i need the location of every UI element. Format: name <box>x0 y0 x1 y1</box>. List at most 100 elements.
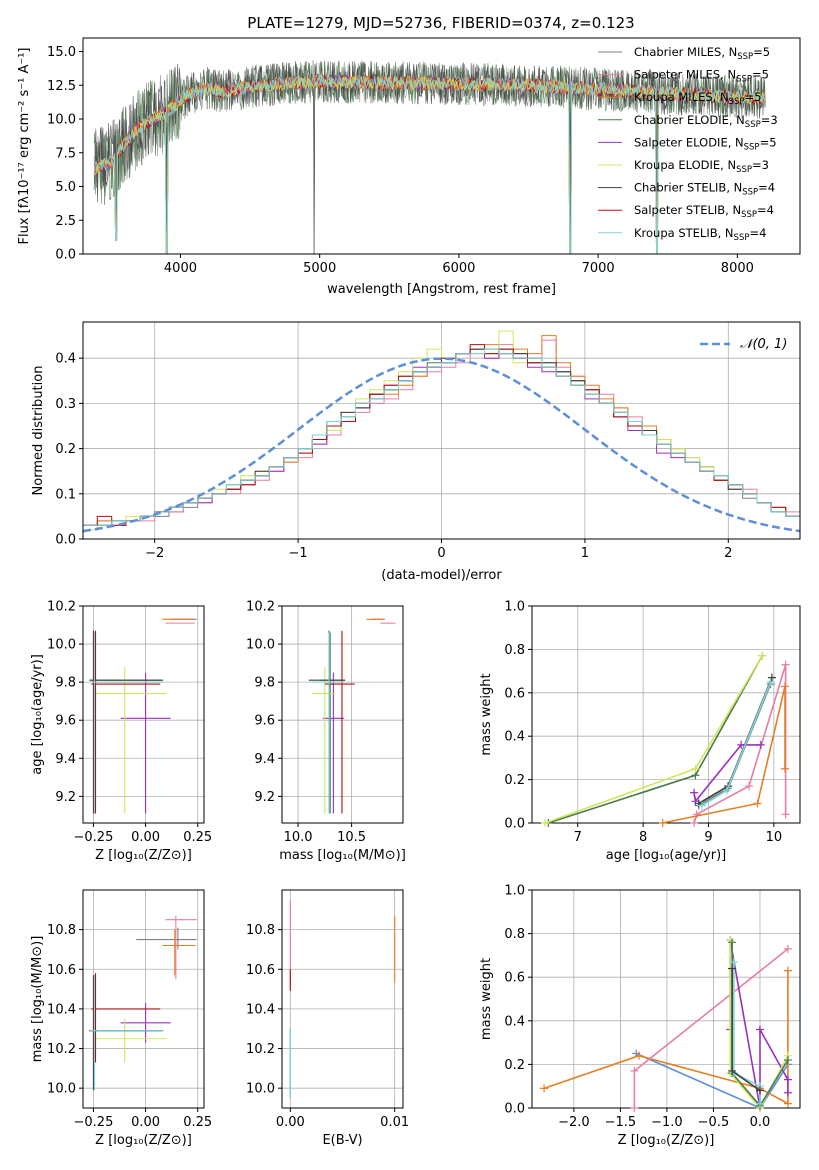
legend-entry: Salpeter ELODIE, NSSP=5 <box>634 135 777 152</box>
x-tick-label: 0.25 <box>183 1115 212 1130</box>
x-tick-label: 0.00 <box>276 1115 305 1130</box>
legend-value: =5 <box>753 45 770 59</box>
legend-subscript: SSP <box>744 142 760 152</box>
y-tick-label: 10.4 <box>47 1002 76 1017</box>
legend-value: =5 <box>744 90 761 104</box>
plus-marker <box>766 677 775 686</box>
y-tick-label: 0.0 <box>504 817 525 832</box>
y-tick-label: 10.2 <box>47 1042 76 1057</box>
y-tick-label: 9.4 <box>254 752 275 767</box>
x-tick-label: 1 <box>581 546 589 561</box>
y-tick-label: 10.8 <box>246 923 275 938</box>
legend-subscript: SSP <box>734 233 750 243</box>
y-tick-label: 1.0 <box>504 600 525 615</box>
y-tick-label: 10.0 <box>47 1082 76 1097</box>
legend-entry: 𝒩(0, 1) <box>740 337 787 352</box>
y-tick-label: 0.2 <box>504 773 525 788</box>
x-axis-label: mass [log₁₀(M/M⊙)] <box>279 848 406 863</box>
plus-marker <box>745 782 754 791</box>
age-vs-mass-panel: 10.0 10.5 9.2 9.4 9.6 9.8 10.0 10.2 mass [log₁₀(… <box>246 600 406 864</box>
x-tick-label: 0.0 <box>750 1115 771 1130</box>
y-tick-label: 0.0 <box>55 248 76 263</box>
plus-marker <box>726 936 735 945</box>
y-tick-label: 10.0 <box>47 113 76 128</box>
residuals-panel: −2 −1 0 1 2 0.0 0.1 0.2 0.3 0.4 (data-model)/error… <box>31 321 801 583</box>
y-tick-label: 10.0 <box>47 638 76 653</box>
plot-frame <box>82 321 801 540</box>
legend-subscript: SSP <box>741 210 757 220</box>
plus-marker <box>756 740 765 749</box>
x-axis-label: (data-model)/error <box>381 568 502 583</box>
weight-vs-age-panel: 7 8 9 10 0.0 0.2 0.4 0.6 0.8 1.0 age [log₁₀(age/yr… <box>479 600 801 863</box>
legend-text: Chabrier STELIB, N <box>634 181 742 195</box>
legend-text: Kroupa MILES, N <box>634 90 729 104</box>
histogram-series <box>83 348 800 526</box>
plus-marker <box>755 1099 764 1108</box>
y-tick-label: 9.8 <box>55 676 76 691</box>
legend-value: =3 <box>752 158 769 172</box>
x-tick-label: 0 <box>437 546 445 561</box>
plus-marker <box>630 1104 639 1112</box>
y-tick-label: 10.8 <box>47 923 76 938</box>
plus-marker <box>697 801 706 810</box>
y-tick-label: 9.4 <box>55 752 76 767</box>
plus-marker <box>728 1066 737 1075</box>
x-tick-label: −0.25 <box>74 1115 114 1130</box>
legend-text: Salpeter ELODIE, N <box>634 135 744 149</box>
spectra-lines <box>93 60 766 254</box>
y-tick-label: 10.6 <box>246 963 275 978</box>
x-tick-label: −0.5 <box>698 1115 730 1130</box>
x-tick-label: 9 <box>704 830 712 845</box>
legend-value: =4 <box>757 203 774 217</box>
legend-entry: Kroupa MILES, NSSP=5 <box>634 90 761 107</box>
weight-series <box>548 655 763 824</box>
plus-marker <box>781 660 790 669</box>
legend-value: =3 <box>761 113 778 127</box>
y-tick-label: 1.0 <box>504 884 525 899</box>
plus-marker <box>780 682 789 691</box>
plus-marker <box>755 1086 764 1095</box>
y-tick-label: 9.2 <box>55 790 76 805</box>
mass-vs-extinction-panel: 0.00 0.01 10.0 10.2 10.4 10.6 10.8 E(B-V) <box>246 889 409 1148</box>
x-tick-label: 0.00 <box>131 830 160 845</box>
x-tick-label: −1.0 <box>651 1115 683 1130</box>
y-tick-label: 10.2 <box>246 1042 275 1057</box>
legend-text: Kroupa ELODIE, N <box>634 158 736 172</box>
plus-marker <box>767 673 776 682</box>
legend-subscript: SSP <box>745 120 761 130</box>
y-tick-label: 0.2 <box>504 1058 525 1073</box>
x-tick-label: 5000 <box>303 261 336 276</box>
x-axis-label: age [log₁₀(age/yr)] <box>606 848 727 863</box>
legend-value: =5 <box>752 68 769 82</box>
legend-entry: Kroupa ELODIE, NSSP=3 <box>634 158 769 175</box>
x-axis-label: Z [log₁₀(Z/Z⊙)] <box>618 1133 715 1148</box>
plus-marker <box>728 964 737 973</box>
weight-series <box>693 744 761 804</box>
weight-series <box>662 686 786 824</box>
spectrum-title: PLATE=1279, MJD=52736, FIBERID=0374, z=0… <box>247 14 634 32</box>
plus-marker <box>658 819 667 827</box>
y-tick-label: 0.4 <box>504 730 525 745</box>
y-tick-label: 0.1 <box>55 487 76 502</box>
y-axis-label: mass [log₁₀(M/M⊙)] <box>30 936 45 1063</box>
y-tick-label: 9.8 <box>254 676 275 691</box>
x-tick-label: 6000 <box>442 261 475 276</box>
legend-subscript: SSP <box>736 165 752 175</box>
legend-text: Salpeter STELIB, N <box>634 203 741 217</box>
x-tick-label: 7000 <box>582 261 615 276</box>
y-tick-label: 0.0 <box>55 533 76 548</box>
plus-marker <box>692 810 701 819</box>
legend-text: Chabrier ELODIE, N <box>634 113 745 127</box>
plus-marker <box>781 810 790 819</box>
y-tick-label: 12.5 <box>47 79 76 94</box>
gaussian-curve <box>82 357 801 533</box>
y-tick-label: 9.6 <box>254 714 275 729</box>
plot-frame <box>82 889 205 1109</box>
y-axis-label: mass weight <box>479 958 494 1040</box>
plus-marker <box>728 938 737 947</box>
weight-series <box>733 961 761 1104</box>
y-tick-label: 9.6 <box>55 714 76 729</box>
y-tick-label: 10.2 <box>246 600 275 615</box>
legend-entry: Salpeter MILES, NSSP=5 <box>634 68 769 85</box>
